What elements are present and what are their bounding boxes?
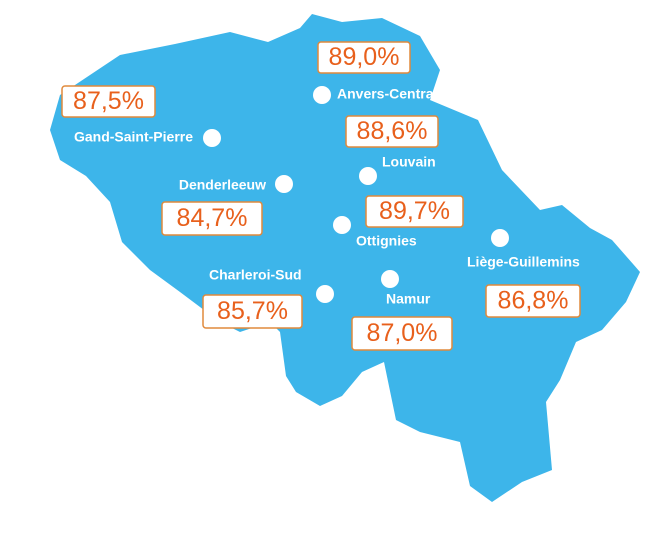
rate-label: 88,6%: [357, 117, 428, 145]
station-dot: [275, 175, 293, 193]
rate-box: [485, 284, 581, 318]
rate-box: [61, 85, 156, 118]
rate-box: [351, 316, 453, 351]
rate-label: 84,7%: [177, 204, 248, 232]
station-name: Louvain: [382, 154, 436, 170]
station-dot: [491, 229, 509, 247]
station-name: Anvers-Central: [337, 86, 437, 102]
rate-label: 89,0%: [329, 43, 400, 71]
station-name: Gand-Saint-Pierre: [74, 129, 193, 145]
station-dot: [381, 270, 399, 288]
rate-box: [161, 201, 263, 236]
station-dot: [333, 216, 351, 234]
rate-box: [345, 115, 439, 148]
rate-box: [365, 195, 464, 228]
station-name: Ottignies: [356, 233, 417, 249]
rate-label: 89,7%: [379, 197, 450, 225]
station-name: Namur: [386, 291, 431, 307]
rate-box: [317, 41, 411, 74]
station-dot: [203, 129, 221, 147]
belgium-outline: [50, 14, 640, 502]
station-dot: [359, 167, 377, 185]
rate-label: 86,8%: [498, 287, 569, 315]
station-dot: [316, 285, 334, 303]
station-dot: [313, 86, 331, 104]
rate-label: 87,5%: [73, 87, 144, 115]
station-name: Denderleeuw: [179, 177, 266, 193]
rate-box: [202, 294, 303, 329]
rate-label: 85,7%: [217, 297, 288, 325]
rate-label: 87,0%: [367, 319, 438, 347]
station-name: Liège-Guillemins: [467, 254, 580, 270]
station-name: Charleroi-Sud: [209, 267, 302, 283]
